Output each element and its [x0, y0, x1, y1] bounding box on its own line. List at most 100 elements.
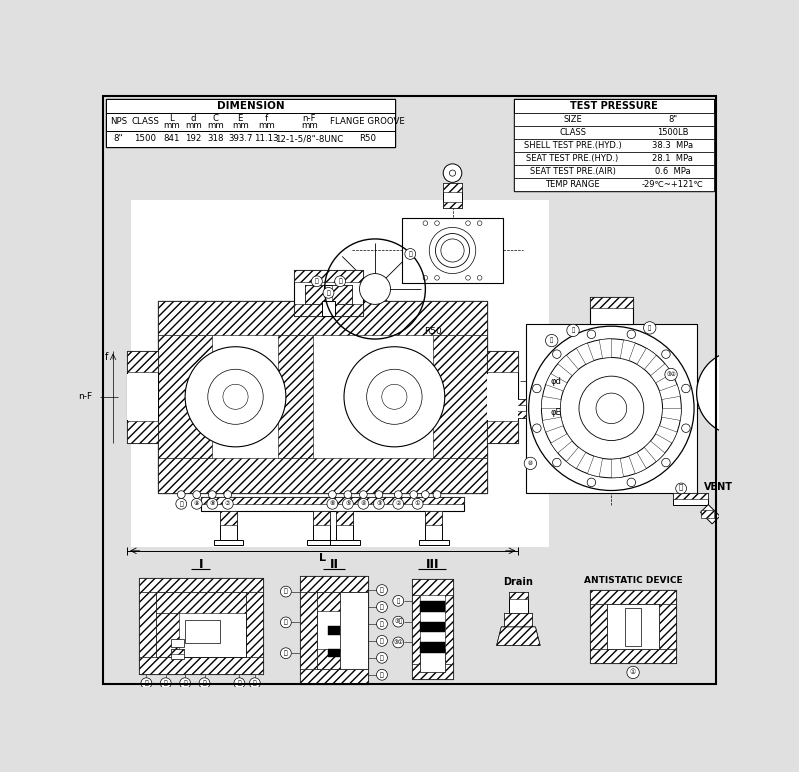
Text: ㉗: ㉗ [571, 327, 574, 334]
Bar [487, 350, 519, 443]
Text: mm: mm [207, 121, 224, 130]
Circle shape [280, 648, 292, 659]
Circle shape [393, 499, 403, 510]
Bar [220, 511, 237, 525]
Bar [321, 300, 336, 316]
Bar [606, 604, 659, 649]
Bar [106, 99, 396, 147]
Circle shape [335, 276, 345, 286]
Text: ⑨: ⑨ [194, 501, 200, 506]
Wedge shape [546, 374, 567, 391]
Circle shape [466, 221, 471, 225]
Bar [138, 591, 156, 657]
Text: ⑰: ⑰ [237, 680, 241, 686]
Bar [328, 626, 340, 635]
Text: φd: φd [551, 377, 562, 386]
Circle shape [358, 499, 369, 510]
Text: VENT: VENT [705, 482, 733, 492]
Bar [305, 285, 324, 304]
Circle shape [191, 499, 202, 510]
Bar [158, 300, 487, 493]
Bar [509, 591, 527, 613]
Wedge shape [620, 340, 635, 361]
Bar [514, 113, 714, 126]
Circle shape [141, 678, 152, 689]
Circle shape [376, 618, 388, 629]
Bar [504, 613, 532, 627]
Bar [590, 296, 633, 308]
Text: d: d [191, 114, 197, 124]
Bar [590, 296, 633, 323]
Text: 12-1-5/8"-8UNC: 12-1-5/8"-8UNC [275, 134, 344, 144]
Bar [317, 591, 368, 669]
Circle shape [223, 384, 248, 409]
Circle shape [393, 595, 403, 606]
Text: 1500LB: 1500LB [657, 128, 689, 137]
Circle shape [405, 249, 415, 259]
Circle shape [375, 491, 383, 499]
Text: ㉑: ㉑ [380, 604, 384, 610]
Text: DIMENSION: DIMENSION [217, 100, 284, 110]
Bar [420, 601, 445, 611]
Bar [336, 511, 353, 540]
Circle shape [423, 276, 427, 280]
Circle shape [682, 424, 690, 432]
Circle shape [524, 457, 537, 469]
Bar [138, 577, 263, 591]
Circle shape [344, 347, 445, 447]
Wedge shape [558, 355, 578, 376]
Circle shape [393, 616, 403, 627]
Text: ⑲: ⑲ [380, 638, 384, 644]
Text: ⑬: ⑬ [183, 680, 187, 686]
Text: C: C [213, 114, 218, 124]
Bar [425, 511, 443, 540]
Wedge shape [566, 447, 586, 469]
Circle shape [360, 491, 368, 499]
Text: mm: mm [300, 121, 317, 130]
Bar [220, 511, 237, 540]
Wedge shape [611, 459, 623, 478]
Bar [158, 459, 487, 493]
Circle shape [682, 384, 690, 393]
Circle shape [180, 678, 190, 689]
Circle shape [627, 666, 639, 679]
Text: ③①: ③① [393, 640, 403, 645]
Circle shape [376, 601, 388, 612]
Text: f: f [105, 352, 109, 362]
Wedge shape [629, 452, 646, 473]
Bar [156, 591, 245, 613]
Text: SHELL TEST PRE.(HYD.): SHELL TEST PRE.(HYD.) [524, 141, 622, 150]
Text: Drain: Drain [503, 577, 533, 587]
Bar [171, 649, 184, 659]
Circle shape [477, 276, 482, 280]
Bar [158, 335, 213, 459]
Circle shape [193, 491, 201, 499]
Text: 393.7: 393.7 [228, 134, 252, 144]
Bar [674, 493, 708, 505]
Circle shape [435, 276, 439, 280]
Wedge shape [543, 417, 563, 432]
Circle shape [176, 499, 187, 510]
Text: ⑧: ⑧ [209, 501, 215, 506]
Text: ③⓪: ③⓪ [394, 619, 403, 625]
Text: ⑳: ⑳ [315, 279, 319, 284]
Circle shape [560, 357, 662, 459]
Text: ⑮: ⑮ [145, 680, 149, 686]
Circle shape [369, 283, 381, 295]
Bar [328, 649, 340, 657]
Bar [402, 229, 413, 273]
Bar [131, 201, 550, 547]
Bar [514, 99, 714, 191]
Bar [300, 576, 368, 684]
Text: 1500: 1500 [134, 134, 157, 144]
Bar [497, 399, 526, 405]
Circle shape [449, 170, 455, 176]
Circle shape [596, 393, 626, 424]
Circle shape [441, 239, 464, 262]
Circle shape [466, 276, 471, 280]
Bar [214, 540, 243, 544]
Text: ①: ① [415, 501, 420, 506]
Bar [412, 579, 452, 679]
Bar [300, 576, 368, 591]
Wedge shape [637, 348, 656, 370]
